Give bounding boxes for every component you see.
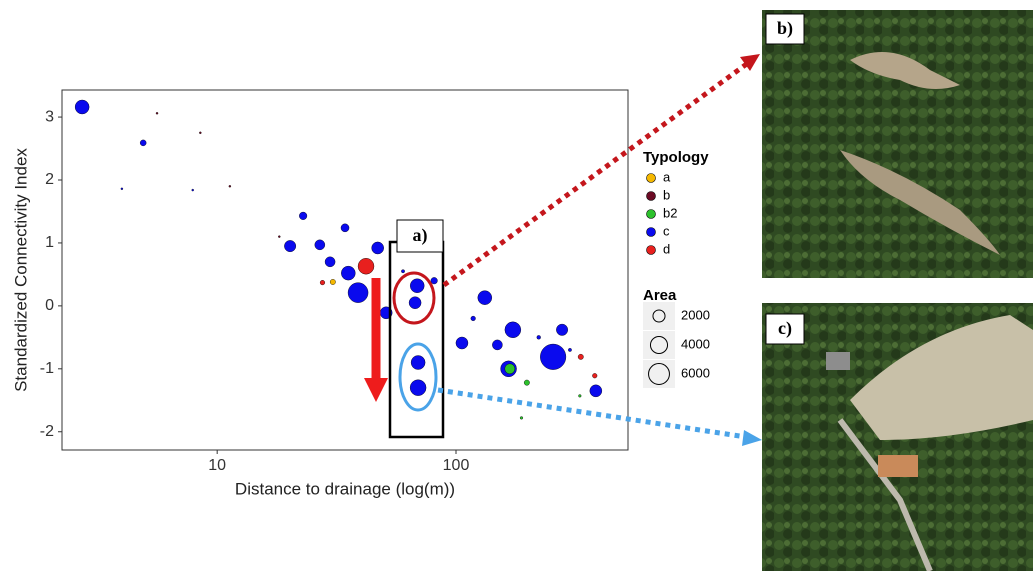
x-tick-label: 10 (208, 457, 226, 474)
photo-b (762, 10, 1033, 278)
bubble (536, 335, 541, 340)
bubble (410, 278, 425, 293)
legend-label: c (663, 223, 670, 238)
panel-label: b) (777, 18, 793, 39)
bubble (319, 280, 326, 286)
size-key-bg (643, 302, 675, 330)
size-legend-label: 6000 (681, 365, 710, 380)
bubble (455, 336, 469, 350)
bubble (556, 323, 568, 336)
legend-swatch (646, 227, 656, 237)
bubble (341, 265, 356, 281)
size-legend-label: 2000 (681, 307, 710, 322)
size-key-bg (643, 331, 675, 359)
legend-label: d (663, 241, 670, 256)
bubble (409, 379, 427, 396)
annotations: a) (364, 54, 762, 446)
bubble (577, 353, 584, 360)
bubble (592, 373, 598, 379)
bubble (278, 235, 281, 238)
y-tick-label: 3 (45, 108, 54, 125)
y-tick-label: 2 (45, 171, 54, 188)
legend-label: a (663, 169, 671, 184)
marks (74, 99, 603, 420)
size-key (649, 335, 669, 355)
bubble (477, 290, 493, 305)
bubble (329, 279, 336, 285)
bubble (470, 315, 476, 321)
bubble (430, 277, 438, 285)
bubble (410, 355, 426, 370)
bubble (357, 258, 375, 275)
bubble (74, 99, 90, 115)
label-box (765, 313, 805, 345)
y-tick-label: -1 (40, 360, 54, 377)
bubble (568, 348, 572, 352)
y-tick-label: 0 (45, 297, 54, 314)
bubble (314, 239, 326, 251)
legend-title: Typology (643, 149, 709, 166)
label-box (765, 13, 805, 45)
bubble (139, 139, 147, 147)
x-axis-title: Distance to drainage (log(m)) (235, 479, 455, 498)
size-legend-title: Area (643, 287, 677, 304)
legend-label: b (663, 187, 670, 202)
size-legend-label: 4000 (681, 336, 710, 351)
legend-label: b2 (663, 205, 677, 220)
size-key (652, 309, 666, 323)
panel-label: a) (413, 225, 428, 246)
bubble (299, 211, 308, 220)
y-axis-title: Standardized Connectivity Index (11, 148, 30, 392)
legend-swatch (646, 245, 656, 255)
bubble (199, 131, 202, 134)
bubble (120, 187, 124, 191)
bubble (371, 241, 384, 255)
bubble (408, 296, 422, 309)
x-tick-label: 100 (443, 457, 470, 474)
bubble (155, 112, 159, 115)
bubble (519, 416, 524, 420)
bubble (347, 282, 369, 303)
bubble (504, 321, 522, 338)
bubble (589, 384, 603, 398)
y-tick-label: 1 (45, 234, 54, 251)
bubble (191, 188, 194, 192)
bubble (324, 256, 336, 268)
legend-swatch (646, 209, 656, 219)
bubble (340, 223, 350, 233)
bubble (284, 240, 297, 253)
bubble (540, 343, 567, 370)
bubble (401, 269, 405, 274)
bubble (228, 185, 232, 188)
photo-c (762, 303, 1033, 573)
bubble (578, 394, 582, 398)
bubble (504, 363, 516, 375)
legend-swatch (646, 191, 656, 201)
bubble (523, 379, 530, 386)
size-key (648, 363, 670, 385)
size-key-bg (643, 360, 675, 388)
y-tick-label: -2 (40, 423, 54, 440)
legend-swatch (646, 173, 656, 183)
panel-label: c) (778, 318, 792, 339)
bubble (492, 339, 503, 351)
